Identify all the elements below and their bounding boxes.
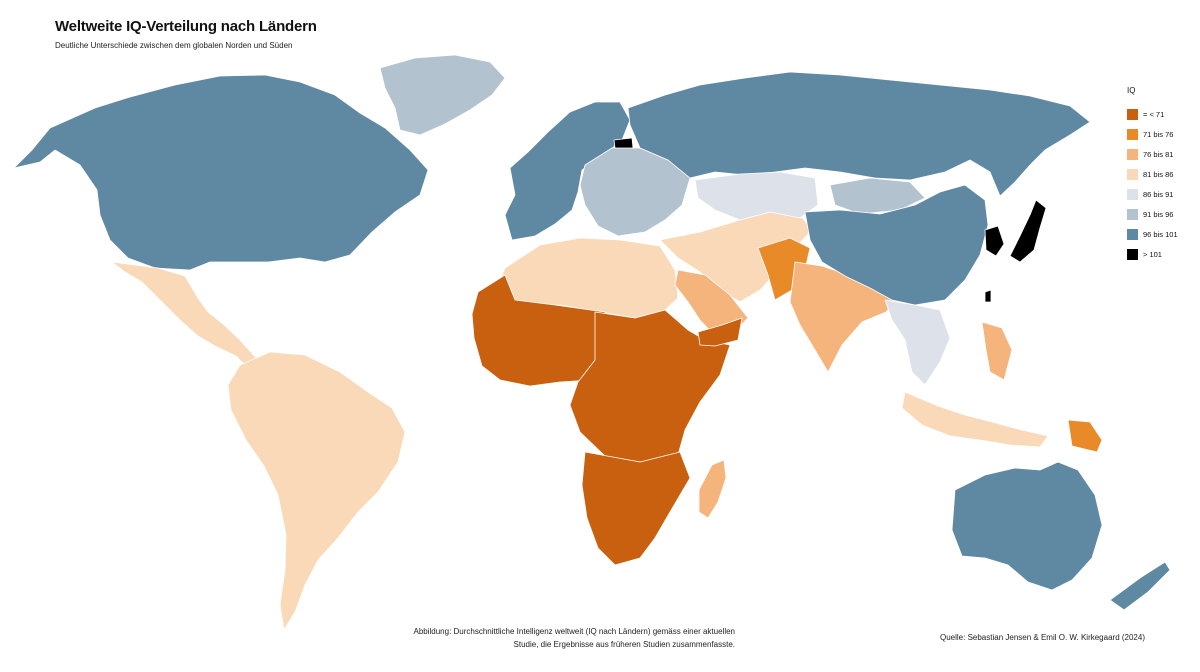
mexico-central-america bbox=[111, 261, 269, 376]
legend-label: 81 bis 86 bbox=[1143, 169, 1174, 179]
legend-swatch bbox=[1127, 188, 1138, 200]
australia bbox=[951, 461, 1103, 591]
russia bbox=[627, 71, 1091, 197]
map-title: Weltweite IQ-Verteilung nach Ländern bbox=[55, 18, 317, 35]
taiwan bbox=[984, 289, 992, 303]
new-zealand bbox=[1109, 561, 1171, 611]
map-subtitle: Deutliche Unterschiede zwischen dem glob… bbox=[55, 41, 293, 50]
yemen bbox=[697, 317, 743, 347]
estonia bbox=[613, 137, 634, 149]
greenland bbox=[379, 54, 506, 136]
legend-item: 81 bis 86 bbox=[1127, 164, 1197, 184]
legend: IQ = < 71 71 bis 76 76 bis 81 81 bis 86 … bbox=[1127, 86, 1197, 264]
china bbox=[804, 184, 989, 306]
legend-item: 71 bis 76 bbox=[1127, 124, 1197, 144]
madagascar bbox=[698, 459, 727, 519]
mongolia bbox=[829, 177, 926, 215]
figure-caption: Abbildung: Durchschnittliche Intelligenz… bbox=[413, 627, 735, 649]
legend-title: IQ bbox=[1127, 86, 1136, 95]
legend-swatch bbox=[1127, 168, 1138, 180]
japan bbox=[1009, 199, 1047, 263]
legend-label: 96 bis 101 bbox=[1143, 229, 1178, 239]
legend-label: 91 bis 96 bbox=[1143, 209, 1174, 219]
north-america bbox=[13, 74, 429, 271]
central-africa bbox=[569, 309, 731, 463]
korea bbox=[984, 225, 1005, 257]
legend-label: = < 71 bbox=[1143, 109, 1165, 119]
legend-swatch bbox=[1127, 148, 1138, 160]
philippines bbox=[981, 321, 1013, 381]
legend-swatch bbox=[1127, 228, 1138, 240]
legend-item: 96 bis 101 bbox=[1127, 224, 1197, 244]
legend-item: = < 71 bbox=[1127, 104, 1197, 124]
legend-label: > 101 bbox=[1143, 249, 1162, 259]
legend-swatch bbox=[1127, 248, 1138, 260]
south-america bbox=[227, 351, 406, 631]
source-note: Quelle: Sebastian Jensen & Emil O. W. Ki… bbox=[940, 633, 1145, 642]
legend-label: 86 bis 91 bbox=[1143, 189, 1174, 199]
legend-item: 91 bis 96 bbox=[1127, 204, 1197, 224]
indonesia bbox=[901, 391, 1049, 448]
legend-item: > 101 bbox=[1127, 244, 1197, 264]
legend-item: 76 bis 81 bbox=[1127, 144, 1197, 164]
legend-label: 71 bis 76 bbox=[1143, 129, 1174, 139]
legend-swatch bbox=[1127, 208, 1138, 220]
papua-new-guinea bbox=[1067, 419, 1103, 453]
west-africa bbox=[471, 274, 611, 387]
legend-swatch bbox=[1127, 128, 1138, 140]
legend-label: 76 bis 81 bbox=[1143, 149, 1174, 159]
legend-swatch bbox=[1127, 108, 1138, 120]
legend-item: 86 bis 91 bbox=[1127, 184, 1197, 204]
southern-africa bbox=[581, 451, 691, 566]
central-asia bbox=[694, 171, 819, 221]
southeast-asia bbox=[884, 299, 951, 386]
